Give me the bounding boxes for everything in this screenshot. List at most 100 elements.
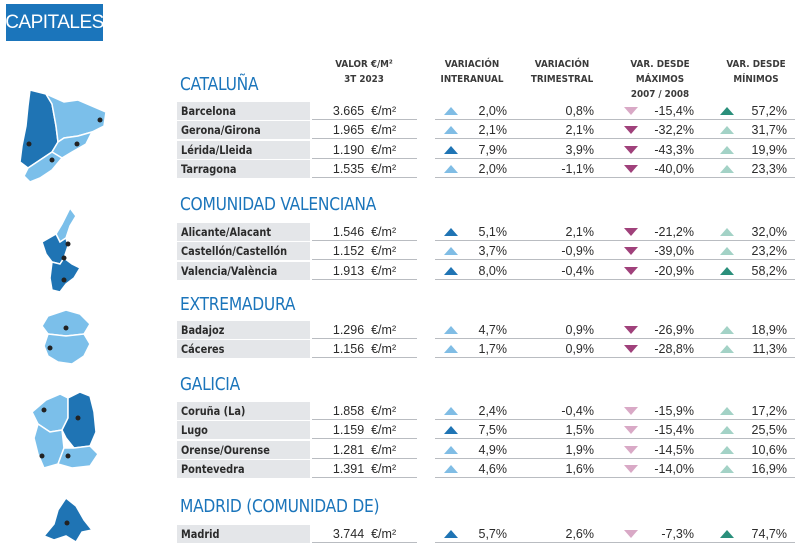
city-name: Cáceres bbox=[177, 340, 310, 358]
row-divider bbox=[435, 338, 795, 339]
yoy-change: 7,5% bbox=[478, 423, 508, 437]
city-name: Orense/Ourense bbox=[177, 441, 310, 459]
price-unit: €/m² bbox=[371, 162, 397, 176]
qoq-change: 2,1% bbox=[565, 123, 595, 137]
qoq-change: -0,9% bbox=[561, 244, 594, 258]
down-triangle-icon bbox=[624, 530, 638, 538]
max-change: -21,2% bbox=[654, 225, 694, 239]
price-unit: €/m² bbox=[371, 404, 397, 418]
table-row: Barcelona 3.665 €/m² 2,0% 0,8% -15,4% 57,2% bbox=[177, 102, 797, 120]
min-change: 10,6% bbox=[751, 443, 787, 457]
up-triangle-icon bbox=[720, 465, 734, 473]
price-value: 1.152 €/m² bbox=[312, 242, 417, 260]
price-number: 1.159 bbox=[332, 423, 365, 437]
row-divider bbox=[435, 259, 795, 260]
up-triangle-icon bbox=[444, 345, 458, 353]
down-triangle-icon bbox=[624, 146, 638, 154]
up-triangle-icon bbox=[720, 407, 734, 415]
down-triangle-icon bbox=[624, 107, 638, 115]
header-minimos-line2: MÍNIMOS bbox=[733, 74, 779, 85]
down-triangle-icon bbox=[624, 228, 638, 236]
max-change: -15,9% bbox=[654, 404, 694, 418]
price-number: 1.965 bbox=[332, 123, 365, 137]
up-triangle-icon bbox=[444, 267, 458, 275]
qoq-change: 0,9% bbox=[565, 323, 595, 337]
price-number: 1.546 bbox=[332, 225, 365, 239]
row-divider bbox=[435, 542, 795, 543]
min-change: 17,2% bbox=[751, 404, 787, 418]
yoy-change: 1,7% bbox=[478, 342, 508, 356]
min-change: 18,9% bbox=[751, 323, 787, 337]
header-trimestral-line1: VARIACIÓN bbox=[534, 59, 590, 70]
row-divider bbox=[435, 279, 795, 280]
price-value: 1.913 €/m² bbox=[312, 262, 417, 280]
row-divider bbox=[435, 119, 795, 120]
min-change: 23,3% bbox=[751, 162, 787, 176]
city-label: Lérida/Lleida bbox=[181, 143, 253, 157]
row-divider bbox=[435, 240, 795, 241]
up-triangle-icon bbox=[444, 126, 458, 134]
price-value: 1.156 €/m² bbox=[312, 340, 417, 358]
city-label: Orense/Ourense bbox=[181, 443, 270, 457]
row-divider bbox=[435, 357, 795, 358]
price-value: 3.665 €/m² bbox=[312, 102, 417, 120]
header-maximos-line1: VAR. DESDE MÁXIMOS bbox=[630, 59, 690, 85]
city-label: Lugo bbox=[181, 423, 208, 437]
up-triangle-icon bbox=[720, 426, 734, 434]
down-triangle-icon bbox=[624, 426, 638, 434]
price-value: 1.858 €/m² bbox=[312, 402, 417, 420]
up-triangle-icon bbox=[720, 247, 734, 255]
header-minimos-line1: VAR. DESDE bbox=[726, 59, 786, 70]
price-value: 1.190 €/m² bbox=[312, 141, 417, 159]
price-number: 1.190 bbox=[332, 143, 365, 157]
min-change: 57,2% bbox=[751, 104, 787, 118]
price-value: 1.296 €/m² bbox=[312, 321, 417, 339]
row-divider bbox=[312, 259, 417, 260]
table-row: Orense/Ourense 1.281 €/m² 4,9% 1,9% -14,5% 10… bbox=[177, 441, 797, 459]
price-value: 3.744 €/m² bbox=[312, 525, 417, 543]
max-change: -26,9% bbox=[654, 323, 694, 337]
row-divider bbox=[435, 458, 795, 459]
price-unit: €/m² bbox=[371, 104, 397, 118]
min-change: 74,7% bbox=[751, 527, 787, 541]
down-triangle-icon bbox=[624, 267, 638, 275]
row-divider bbox=[435, 477, 795, 478]
city-name: Madrid bbox=[177, 525, 310, 543]
qoq-change: 2,1% bbox=[565, 225, 595, 239]
city-name: Tarragona bbox=[177, 160, 310, 178]
city-label: Coruña (La) bbox=[181, 404, 246, 418]
table-row: Badajoz 1.296 €/m² 4,7% 0,9% -26,9% 18,9% bbox=[177, 321, 797, 339]
row-divider bbox=[312, 542, 417, 543]
yoy-change: 4,6% bbox=[478, 462, 508, 476]
table-row: Castellón/Castellón 1.152 €/m² 3,7% -0,9% -3… bbox=[177, 242, 797, 260]
min-change: 58,2% bbox=[751, 264, 787, 278]
table-row: Cáceres 1.156 €/m² 1,7% 0,9% -28,8% 11,3% bbox=[177, 340, 797, 358]
qoq-change: 1,9% bbox=[565, 443, 595, 457]
row-divider bbox=[312, 477, 417, 478]
up-triangle-icon bbox=[720, 267, 734, 275]
up-triangle-icon bbox=[720, 326, 734, 334]
yoy-change: 2,0% bbox=[478, 162, 508, 176]
up-triangle-icon bbox=[444, 446, 458, 454]
table-row: Madrid 3.744 €/m² 5,7% 2,6% -7,3% 74,7% bbox=[177, 525, 797, 543]
table-row: Coruña (La) 1.858 €/m² 2,4% -0,4% -15,9% 17,2… bbox=[177, 402, 797, 420]
row-divider bbox=[312, 279, 417, 280]
header-trimestral: VARIACIÓN TRIMESTRAL bbox=[525, 57, 599, 87]
table-row: Pontevedra 1.391 €/m² 4,6% 1,6% -14,0% 16,9% bbox=[177, 460, 797, 478]
city-label: Cáceres bbox=[181, 342, 225, 356]
max-change: -40,0% bbox=[654, 162, 694, 176]
up-triangle-icon bbox=[720, 126, 734, 134]
header-interanual-line1: VARIACIÓN bbox=[444, 59, 500, 70]
up-triangle-icon bbox=[444, 146, 458, 154]
qoq-change: 0,9% bbox=[565, 342, 595, 356]
up-triangle-icon bbox=[720, 228, 734, 236]
price-number: 1.296 bbox=[332, 323, 365, 337]
qoq-change: 0,8% bbox=[565, 104, 595, 118]
up-triangle-icon bbox=[720, 165, 734, 173]
galicia-map-icon bbox=[31, 391, 99, 469]
header-valor: VALOR €/M² 3T 2023 bbox=[324, 57, 405, 87]
price-number: 1.281 bbox=[332, 443, 365, 457]
city-name: Coruña (La) bbox=[177, 402, 310, 420]
price-number: 3.744 bbox=[332, 527, 365, 541]
price-value: 1.391 €/m² bbox=[312, 460, 417, 478]
